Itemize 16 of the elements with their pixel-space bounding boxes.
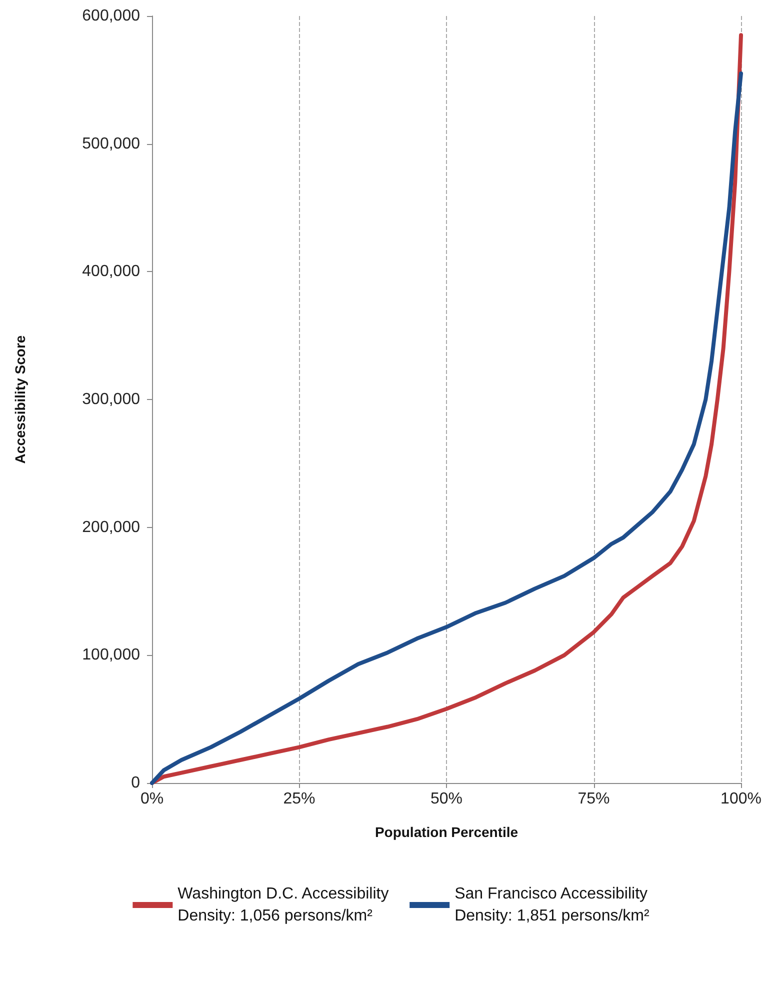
x-tick-label: 100% [720, 790, 762, 808]
y-tick-label: 600,000 [82, 8, 140, 24]
y-tick-label: 300,000 [82, 391, 140, 408]
legend-label: Washington D.C. Accessibility Density: 1,056 persons/km² [178, 886, 389, 924]
x-axis-title: Population Percentile [374, 824, 518, 840]
legend-label: San Francisco Accessibility Density: 1,851 persons/km² [454, 886, 650, 924]
y-tick-label: 400,000 [82, 263, 140, 280]
x-tick-label: 75% [578, 790, 610, 808]
x-tick-label: 50% [430, 790, 463, 808]
y-axis-title: Accessibility Score [12, 335, 28, 464]
x-tick-label: 25% [283, 790, 316, 808]
x-tick-label: 0% [140, 790, 164, 808]
y-tick-label: 200,000 [82, 518, 140, 536]
y-tick-label: 100,000 [82, 646, 140, 664]
y-tick-label: 0 [131, 774, 140, 792]
y-tick-label: 500,000 [82, 135, 140, 152]
